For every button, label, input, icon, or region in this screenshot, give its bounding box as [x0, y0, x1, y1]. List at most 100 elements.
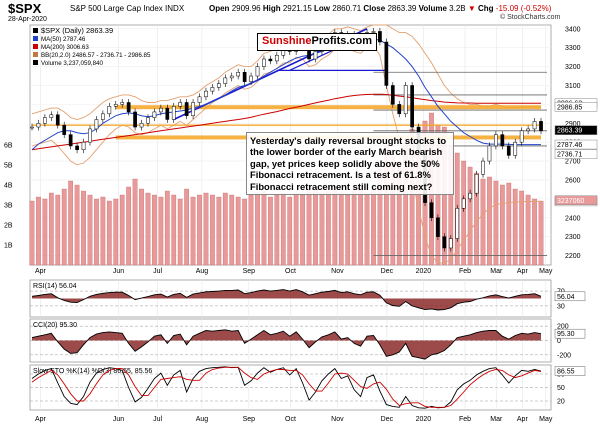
y-tick-label: 2400: [565, 215, 581, 222]
price-candle: [436, 217, 440, 237]
volume-bar: [216, 196, 222, 266]
volume-bar: [306, 190, 312, 266]
volume-bar: [113, 198, 119, 266]
x-tick-label: Dec: [381, 268, 394, 275]
volume-bar: [358, 186, 363, 266]
volume-bar: [293, 192, 299, 266]
legend-main-swatch: [33, 28, 38, 33]
volume-bar: [132, 178, 138, 266]
security-name: S&P 500 Large Cap Index INDX: [70, 4, 184, 13]
price-candle: [68, 134, 73, 147]
sto-value-box: [554, 366, 586, 376]
volume-bar: [177, 198, 183, 266]
sto-tick-label: 20: [557, 399, 565, 406]
volume-bar: [100, 196, 106, 266]
x-tick-label: Nov: [331, 268, 344, 275]
volume-bar: [36, 196, 41, 266]
price-candle: [274, 54, 279, 62]
legend-volume-swatch: [33, 60, 38, 65]
x-tick-label: Jun: [113, 416, 124, 423]
price-candle: [139, 123, 144, 128]
volume-bar: [280, 192, 286, 266]
price-candle: [126, 102, 131, 113]
rsi-tick-label: 30: [557, 303, 565, 310]
x-tick-label: Mar: [490, 416, 503, 423]
fibonacci-band: [115, 105, 541, 110]
volume-bar: [326, 190, 331, 266]
price-candle: [146, 117, 150, 124]
volume-bar: [164, 190, 170, 266]
volume-bar: [190, 196, 196, 266]
price-candle: [481, 160, 485, 175]
volume-bar: [203, 192, 209, 266]
ma200-line: [31, 93, 541, 151]
low-value: 2860.71: [332, 4, 362, 13]
bb-mid-value-tag: 2736.71: [557, 152, 582, 159]
price-candle: [390, 85, 395, 105]
cci-value-tag: 95.30: [557, 331, 575, 338]
volume-bar: [338, 192, 344, 266]
price-candle: [461, 198, 466, 209]
price-candle: [159, 107, 163, 113]
cci-tick-label: -200: [557, 352, 571, 359]
cci-tick-label: 0: [557, 338, 561, 345]
volume-bar: [29, 200, 35, 266]
price-value-tag-box: [554, 125, 598, 135]
price-candle: [410, 85, 414, 128]
price-candle: [262, 58, 266, 67]
price-candle: [468, 192, 472, 200]
volume-bar: [487, 176, 492, 266]
price-candle: [513, 141, 518, 156]
x-tick-label: Apr: [517, 268, 529, 275]
high-label: High: [262, 4, 281, 13]
close-value: 2863.39: [387, 4, 417, 13]
volume-bar: [210, 194, 215, 266]
volume-bar: [94, 198, 99, 266]
price-candle: [384, 41, 389, 86]
exchange-label: INDX: [165, 4, 185, 13]
y-tick-label: 2700: [565, 159, 581, 166]
price-candle: [165, 107, 170, 120]
volume-bar: [255, 192, 260, 266]
volume-bar: [158, 196, 164, 266]
price-candle: [487, 145, 492, 162]
price-candle: [455, 208, 460, 239]
quote-summary: Open 2909.96 High 2921.15 Low 2860.71 Cl…: [209, 4, 551, 13]
x-tick-label: 2020: [416, 416, 432, 423]
volume-value: 3.2B: [449, 4, 466, 13]
volume-bar: [235, 196, 241, 266]
legend-ma50-swatch: [33, 36, 38, 41]
price-candle: [249, 75, 253, 82]
price-candle: [229, 75, 234, 79]
volume-bar: [145, 192, 151, 266]
rsi-legend: RSI(14) 56.04: [33, 283, 77, 290]
symbol: $SPX: [8, 1, 42, 16]
y-tick-label: 2900: [565, 121, 581, 128]
x-tick-label: Oct: [285, 268, 296, 275]
chart-header: $SPX S&P 500 Large Cap Index INDX 28-Apr…: [0, 0, 600, 24]
x-tick-label: May: [539, 268, 553, 275]
sto-tick-label: 50: [557, 385, 565, 392]
volume-tick-label: 3B: [4, 203, 13, 210]
volume-value-tag-box: [554, 195, 598, 206]
volume-bar: [300, 194, 305, 266]
ma50-value-tag-box: [554, 139, 598, 150]
price-candle: [448, 238, 453, 249]
price-candle: [36, 123, 41, 128]
price-value-tag: 2863.39: [557, 128, 582, 135]
volume-bar: [371, 188, 376, 266]
volume-tick-label: 6B: [4, 143, 13, 150]
price-candle: [242, 71, 247, 82]
price-candle: [532, 121, 537, 130]
price-candle: [178, 102, 183, 107]
y-tick-label: 2300: [565, 234, 581, 241]
ma50-value-tag: 2787.46: [557, 142, 582, 149]
price-candle: [75, 145, 79, 150]
legend-volume: Volume 3,237,059,840: [41, 60, 103, 67]
volume-bar: [268, 196, 273, 266]
x-tick-label: Jun: [113, 268, 124, 275]
x-tick-label: Aug: [196, 268, 209, 275]
close-label: Close: [363, 4, 386, 13]
volume-bar: [461, 160, 467, 266]
